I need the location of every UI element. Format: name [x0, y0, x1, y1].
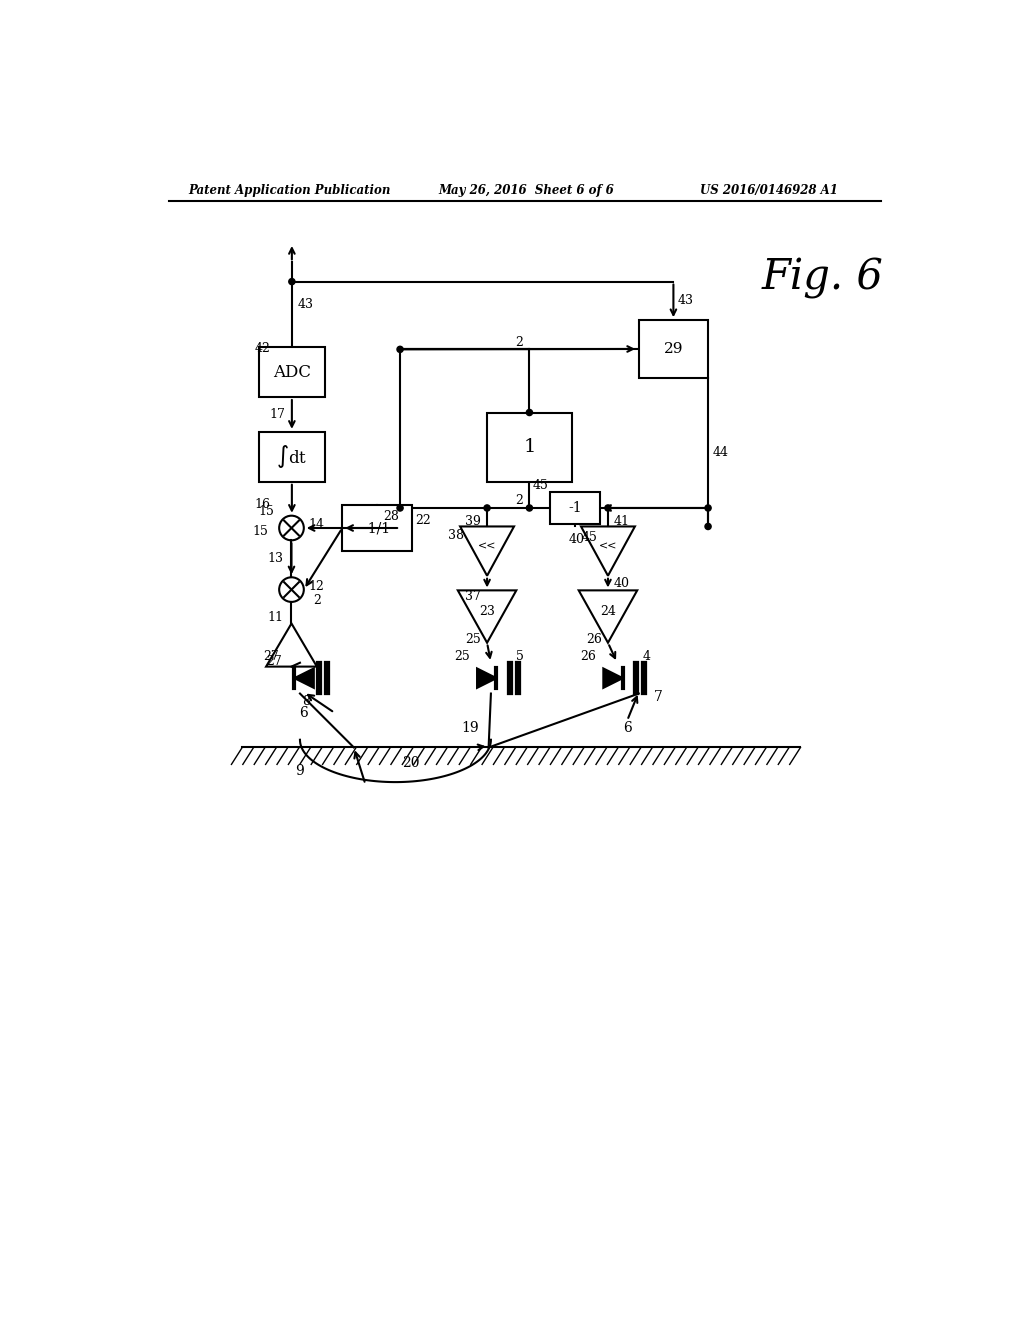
Text: 2: 2: [515, 337, 523, 350]
Text: 13: 13: [268, 552, 284, 565]
Polygon shape: [477, 668, 497, 688]
Text: 43: 43: [298, 298, 314, 312]
Text: 6: 6: [624, 721, 632, 735]
Text: 41: 41: [614, 515, 630, 528]
Circle shape: [605, 504, 611, 511]
Text: 16: 16: [254, 499, 270, 511]
Text: US 2016/0146928 A1: US 2016/0146928 A1: [700, 185, 839, 197]
Text: 28: 28: [383, 510, 399, 523]
Text: 11: 11: [268, 611, 284, 624]
Text: 26: 26: [586, 634, 602, 647]
Text: 17: 17: [270, 408, 286, 421]
Text: -1: -1: [568, 502, 582, 515]
Text: Patent Application Publication: Patent Application Publication: [188, 185, 391, 197]
FancyBboxPatch shape: [259, 432, 325, 482]
FancyBboxPatch shape: [639, 321, 708, 378]
Text: 15: 15: [259, 504, 274, 517]
FancyBboxPatch shape: [487, 412, 571, 482]
Circle shape: [705, 504, 711, 511]
Text: 15: 15: [253, 525, 268, 539]
Text: 37: 37: [465, 590, 481, 603]
Text: 38: 38: [447, 529, 464, 543]
Text: -1/1: -1/1: [364, 521, 390, 535]
Polygon shape: [603, 668, 623, 688]
Text: 20: 20: [402, 756, 420, 770]
Text: 42: 42: [254, 342, 270, 355]
Text: 9: 9: [296, 763, 304, 777]
Text: ADC: ADC: [272, 363, 311, 380]
Text: 25: 25: [454, 649, 470, 663]
Text: 29: 29: [664, 342, 683, 356]
Text: 8: 8: [302, 694, 310, 708]
Circle shape: [526, 504, 532, 511]
Circle shape: [526, 409, 532, 416]
Text: 23: 23: [479, 605, 495, 618]
FancyBboxPatch shape: [342, 506, 412, 552]
Text: 2: 2: [515, 494, 523, 507]
Text: 27: 27: [266, 655, 283, 668]
Circle shape: [397, 504, 403, 511]
Text: 14: 14: [308, 519, 325, 532]
Polygon shape: [295, 668, 313, 688]
Text: 45: 45: [534, 479, 549, 492]
Text: 40: 40: [614, 577, 630, 590]
Text: 12: 12: [308, 579, 325, 593]
Text: 39: 39: [465, 515, 481, 528]
Text: May 26, 2016  Sheet 6 of 6: May 26, 2016 Sheet 6 of 6: [438, 185, 614, 197]
Text: 7: 7: [654, 690, 663, 705]
Text: 5: 5: [516, 649, 524, 663]
Text: 19: 19: [462, 721, 479, 735]
Text: 22: 22: [416, 513, 431, 527]
Circle shape: [397, 346, 403, 352]
Text: 26: 26: [580, 649, 596, 663]
Text: 4: 4: [642, 649, 650, 663]
Text: 43: 43: [677, 294, 693, 308]
FancyBboxPatch shape: [259, 347, 325, 397]
FancyBboxPatch shape: [550, 492, 600, 524]
Text: 24: 24: [600, 605, 615, 618]
Circle shape: [705, 523, 711, 529]
Text: Fig. 6: Fig. 6: [762, 257, 884, 298]
Text: 25: 25: [465, 634, 481, 647]
Text: 40: 40: [569, 533, 585, 546]
Text: <<: <<: [599, 541, 617, 552]
Circle shape: [484, 504, 490, 511]
Text: 6: 6: [299, 706, 308, 719]
Text: $\int$dt: $\int$dt: [276, 444, 307, 470]
Text: 27: 27: [263, 649, 279, 663]
Text: 1: 1: [523, 438, 536, 457]
Circle shape: [289, 279, 295, 285]
Text: 2: 2: [313, 594, 321, 607]
Text: 45: 45: [582, 531, 597, 544]
Text: <<: <<: [478, 541, 497, 552]
Text: 44: 44: [713, 446, 729, 458]
